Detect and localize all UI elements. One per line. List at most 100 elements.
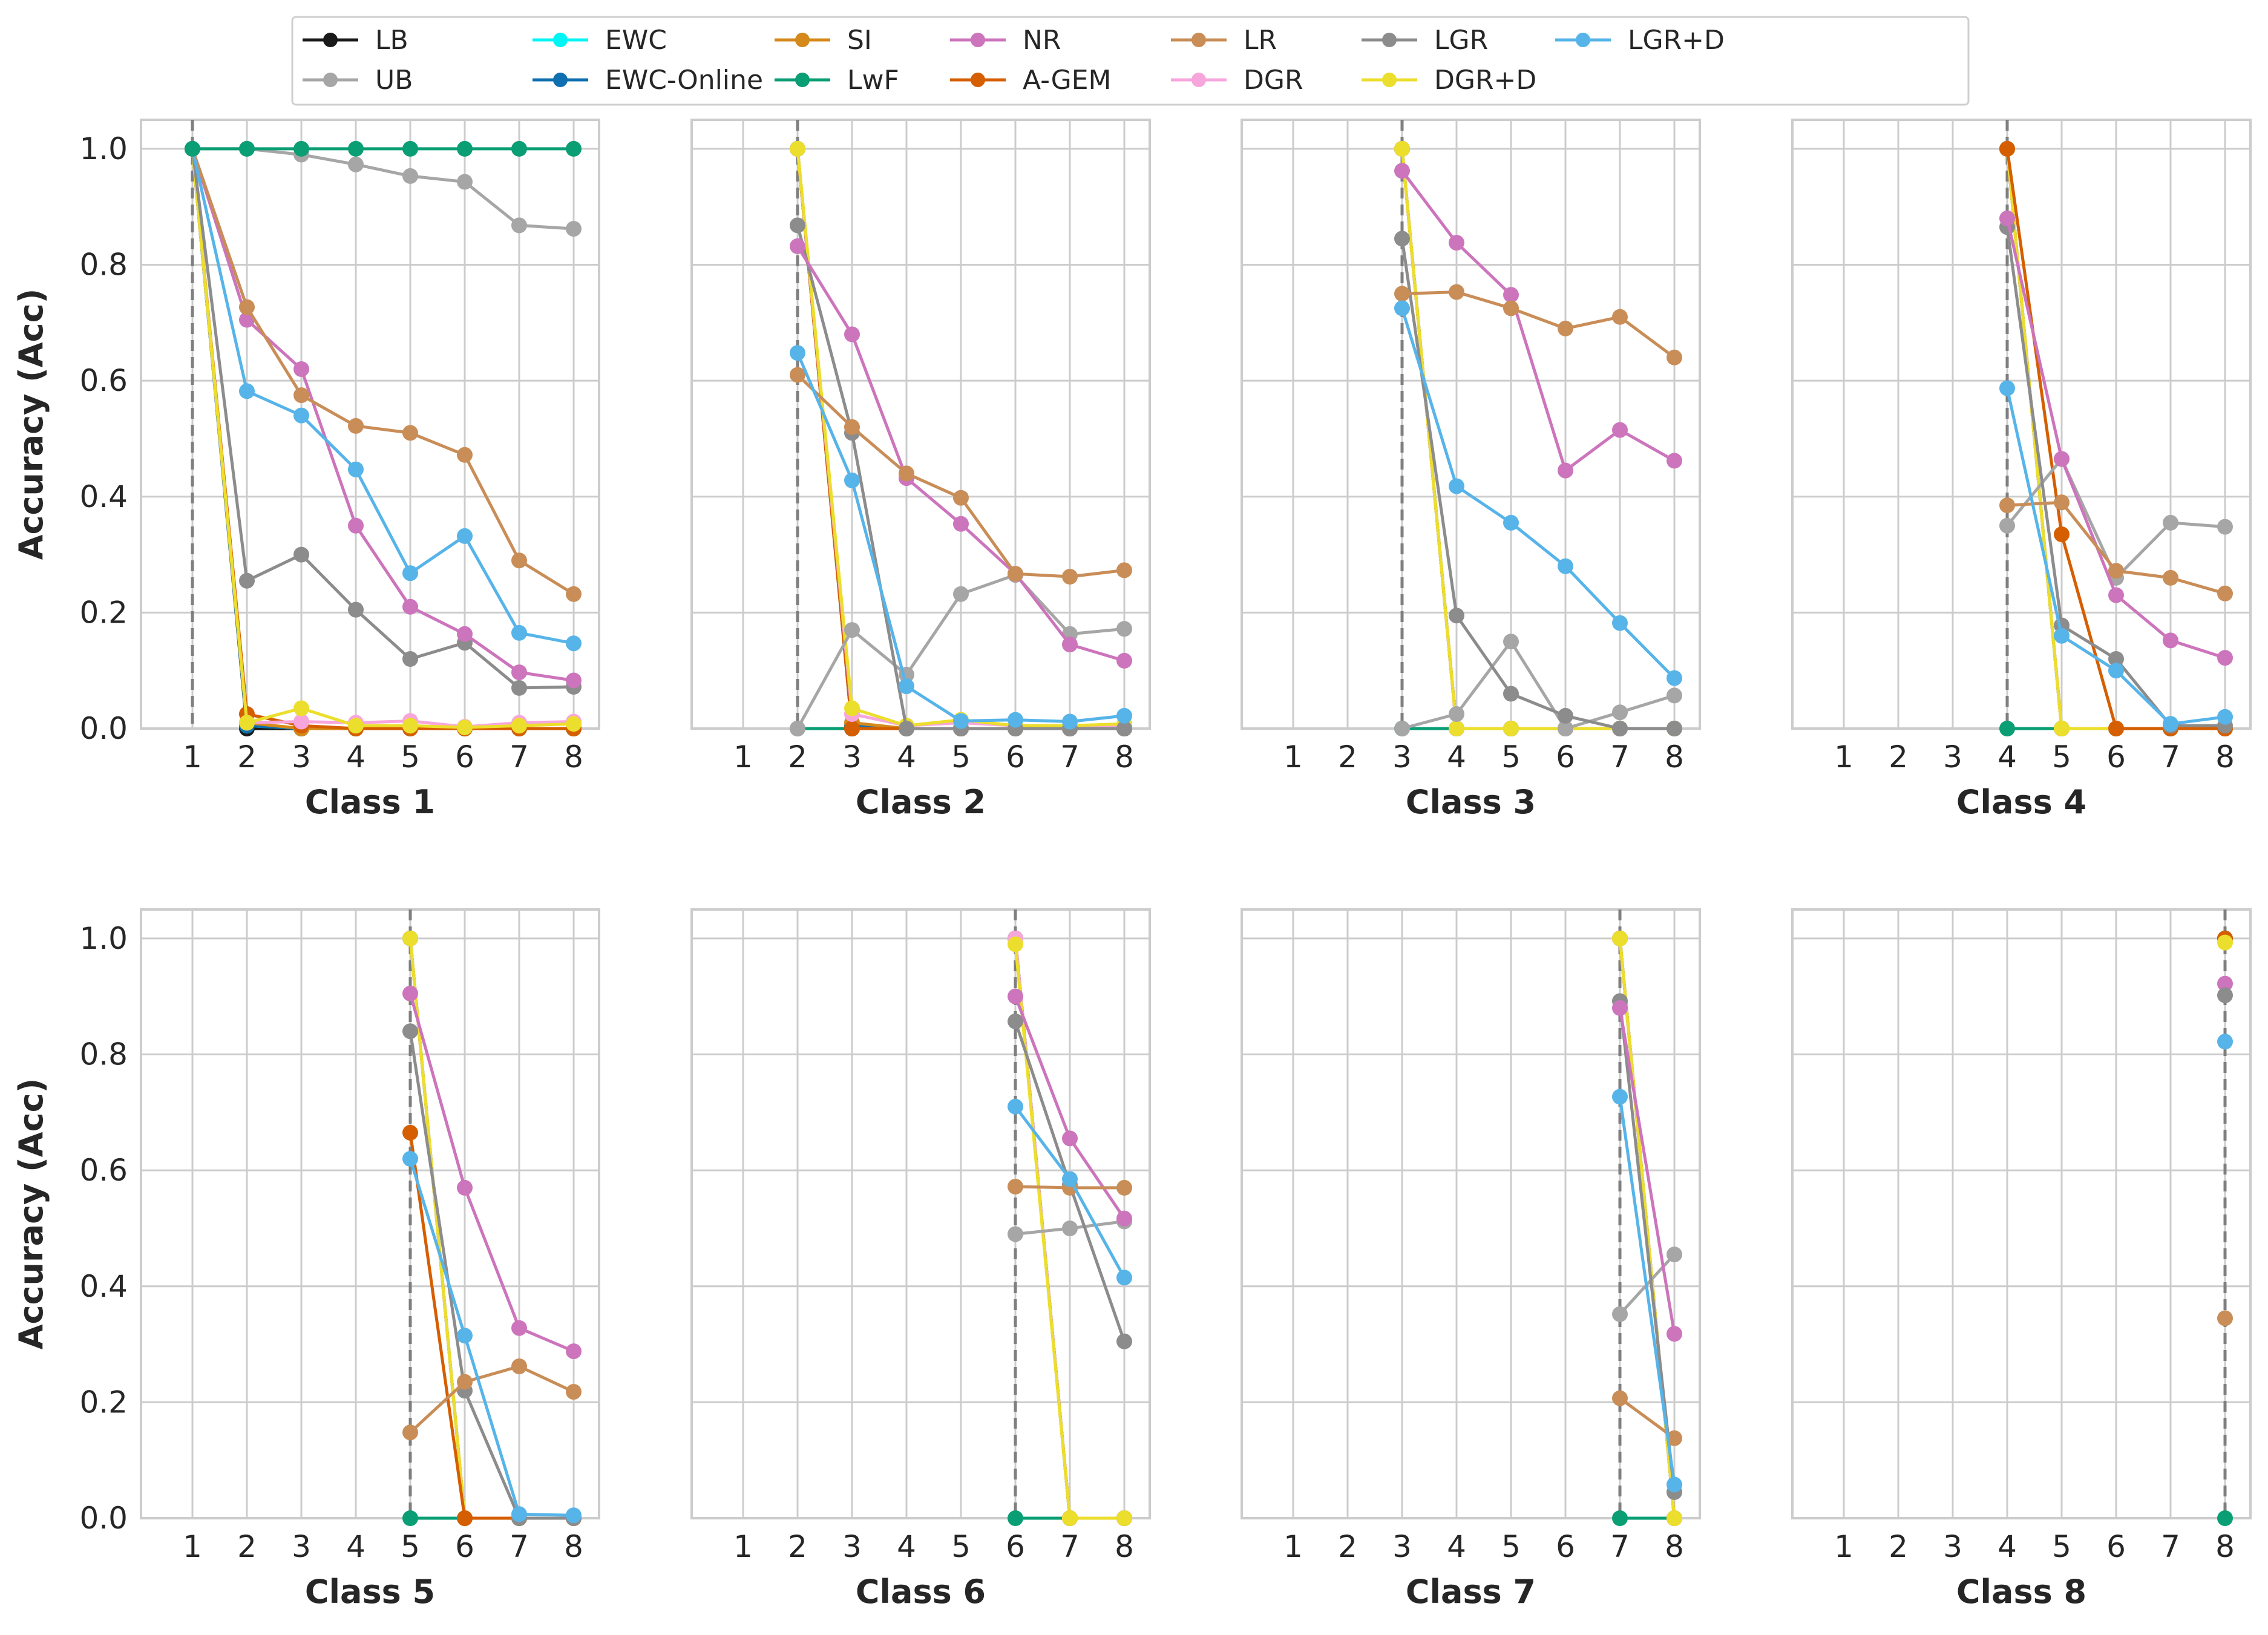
- x-tick-label: 7: [510, 1529, 529, 1564]
- legend-item-nr: NR: [950, 25, 1061, 56]
- panel-class-6: 1 2 3 4 5 6 7 8 Class 6: [690, 908, 1151, 1611]
- data-point: [1999, 380, 2015, 396]
- series-line: [1400, 238, 1674, 730]
- series-lr: [1612, 1390, 1682, 1446]
- data-point: [457, 1328, 473, 1344]
- data-point: [1116, 1270, 1132, 1286]
- legend-marker: [323, 33, 338, 47]
- data-point: [2217, 975, 2233, 992]
- data-point: [1062, 1171, 1078, 1187]
- series-group: [1008, 930, 1132, 1526]
- panel-frame: [1241, 908, 1701, 1519]
- panel-class-5: 1 2 3 4 5 6 7 8 0.0 0.2 0.4 0.6 0.8 1.0 Accuracy (Acc)…: [12, 908, 600, 1611]
- data-point: [790, 217, 805, 234]
- y-tick-label: 0.0: [79, 711, 128, 746]
- legend-label: LGR+D: [1628, 25, 1725, 56]
- x-axis-title: Class 7: [1406, 1573, 1536, 1611]
- data-point: [1503, 686, 1519, 702]
- series-line: [1401, 640, 1675, 730]
- x-tick-label: 4: [897, 1529, 916, 1564]
- series-nr: [1612, 1000, 1682, 1342]
- x-tick-label: 5: [951, 739, 971, 775]
- series-line: [191, 148, 574, 682]
- panel-class-2: 1 2 3 4 5 6 7 8 Class 2: [690, 119, 1151, 821]
- data-point: [1503, 721, 1519, 736]
- data-point: [1449, 721, 1464, 736]
- series-group: [790, 140, 1132, 736]
- data-point: [1667, 1476, 1682, 1493]
- series-lr: [790, 367, 1132, 585]
- data-point: [293, 407, 309, 424]
- y-tick-label: 0.6: [79, 363, 128, 398]
- series-nr: [1394, 163, 1682, 479]
- series-lr: [1999, 494, 2233, 601]
- series-line: [408, 993, 574, 1353]
- x-tick-label: 1: [183, 1529, 202, 1564]
- x-tick-label: 8: [1665, 1529, 1684, 1564]
- data-point: [1503, 300, 1519, 316]
- data-point: [1667, 1430, 1682, 1446]
- data-point: [566, 1507, 582, 1524]
- data-point: [1999, 497, 2015, 514]
- data-point: [1667, 349, 1682, 365]
- data-point: [844, 419, 860, 435]
- legend-label: SI: [847, 25, 872, 56]
- x-tick-label: 6: [455, 739, 474, 775]
- data-point: [239, 299, 255, 315]
- series-line: [191, 148, 574, 645]
- data-point: [1667, 1510, 1682, 1526]
- series-line: [191, 148, 574, 729]
- legend-marker: [1576, 33, 1590, 47]
- data-point: [1394, 163, 1410, 179]
- data-point: [2108, 651, 2124, 667]
- x-tick-label: 5: [401, 1529, 420, 1564]
- x-tick-label: 3: [1943, 1529, 1962, 1564]
- x-tick-label: 6: [1006, 1529, 1025, 1564]
- data-point: [1612, 1000, 1628, 1016]
- series-group: [1394, 140, 1682, 736]
- x-tick-label: 3: [292, 739, 311, 775]
- series-line: [1618, 1096, 1676, 1485]
- data-point: [1008, 1013, 1023, 1029]
- y-tick-label: 1.0: [79, 921, 128, 956]
- series-lr: [402, 1358, 582, 1441]
- y-tick-label: 0.2: [79, 1384, 128, 1420]
- x-tick-label: 5: [2052, 739, 2071, 775]
- series-lwf: [185, 140, 582, 157]
- data-point: [457, 1179, 473, 1196]
- data-point: [1008, 1179, 1023, 1194]
- data-point: [348, 156, 364, 172]
- legend-label: DGR: [1244, 65, 1303, 96]
- x-tick-label: 6: [455, 1529, 474, 1564]
- series-line: [408, 1030, 574, 1520]
- data-point: [1503, 287, 1519, 303]
- series-lgr: [2217, 987, 2233, 1003]
- series-dgr-d: [2217, 934, 2233, 951]
- data-point: [457, 626, 473, 642]
- x-tick-label: 5: [951, 1529, 971, 1564]
- data-point: [953, 713, 969, 729]
- legend-marker: [323, 73, 338, 87]
- data-point: [2217, 1310, 2233, 1326]
- data-point: [2163, 632, 2178, 649]
- data-point: [457, 174, 473, 190]
- y-tick-label: 0.4: [79, 1269, 128, 1304]
- data-point: [953, 586, 969, 602]
- series-lgr: [1394, 231, 1682, 736]
- legend-item-dgr: DGR: [1171, 65, 1303, 96]
- data-point: [402, 930, 418, 946]
- data-point: [566, 635, 582, 652]
- data-point: [1612, 309, 1628, 325]
- x-tick-label: 2: [237, 1529, 257, 1564]
- panel-class-3: 1 2 3 4 5 6 7 8 Class 3: [1241, 119, 1701, 821]
- data-point: [2217, 519, 2233, 535]
- data-point: [2163, 569, 2178, 586]
- data-point: [1116, 652, 1132, 669]
- x-tick-label: 8: [2215, 739, 2235, 775]
- series-ub: [1394, 634, 1682, 736]
- series-line: [1619, 1397, 1676, 1440]
- data-point: [1612, 721, 1628, 736]
- data-point: [1667, 1247, 1682, 1263]
- data-point: [1394, 721, 1410, 736]
- data-point: [402, 651, 418, 667]
